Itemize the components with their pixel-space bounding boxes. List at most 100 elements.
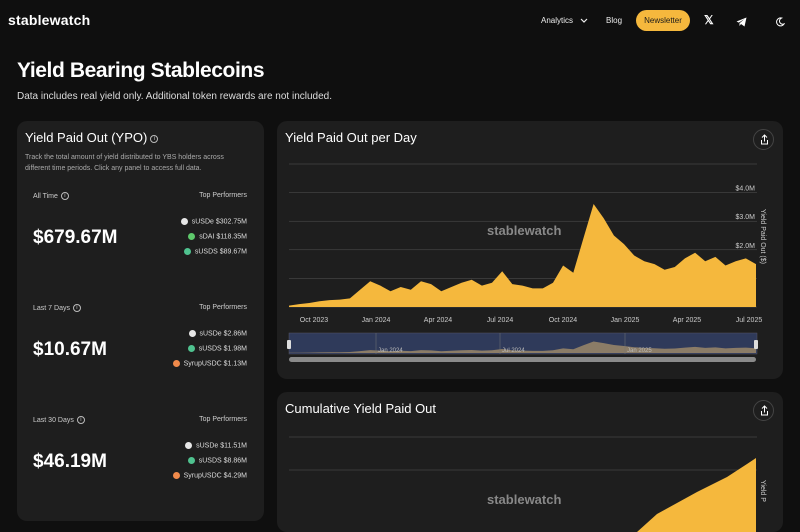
section-label-text: All Time [33, 192, 58, 200]
section-label: All Time i [33, 192, 69, 200]
y-tick-label: $2.0M [736, 243, 756, 250]
site-logo[interactable]: stablewatch [8, 12, 91, 28]
info-icon[interactable]: i [60, 192, 69, 200]
performer-amount: $89.67M [219, 248, 247, 256]
section-label-text: Last 30 Days [33, 416, 74, 424]
syrupusdc-coin-icon [172, 360, 180, 367]
sdai-coin-icon [188, 233, 196, 240]
y-axis-label: Yield P [759, 480, 766, 502]
navigator-tick-label: Jul 2024 [502, 348, 525, 354]
x-tick-label: Oct 2024 [549, 317, 578, 324]
x-tick-label: Apr 2025 [673, 317, 702, 324]
newsletter-button[interactable]: Newsletter [636, 10, 690, 31]
yield-per-day-chart[interactable]: stablewatch $2.0M $3.0M $4.0M Yield Paid O… [277, 121, 783, 379]
y-axis-label: Yield Paid Out ($) [759, 209, 766, 264]
performer-row: sUSDe $2.86M [188, 330, 247, 338]
x-tick-label: Jul 2024 [487, 317, 514, 324]
performer-amount: $1.13M [223, 360, 247, 368]
performer-amount: $11.51M [220, 442, 247, 450]
telegram-icon[interactable] [736, 14, 747, 32]
susde-coin-icon [188, 330, 196, 337]
ypo-section-all-time[interactable]: All Time i Top Performers $679.67M sUSDe … [17, 192, 264, 302]
navigator-series [289, 341, 756, 353]
section-label: Last 7 Days i [33, 304, 81, 312]
performer-amount: $302.75M [215, 218, 247, 226]
performer-amount: $8.86M [223, 457, 247, 465]
performer-row: SyrupUSDC $4.29M [172, 472, 247, 480]
performer-name: sUSDS [198, 457, 222, 465]
susde-coin-icon [185, 442, 193, 449]
section-label: Last 30 Days i [33, 416, 85, 424]
section-label-text: Last 7 Days [33, 304, 70, 312]
navigator-tick-label: Jan 2024 [378, 348, 403, 354]
y-tick-label: $4.0M [736, 186, 756, 193]
performer-amount: $4.29M [223, 472, 247, 480]
share-icon [761, 134, 768, 145]
performer-name: sDAI [199, 233, 215, 241]
x-tick-label: Oct 2023 [300, 317, 329, 324]
x-tick-label: Apr 2024 [424, 317, 453, 324]
chart-title: Cumulative Yield Paid Out [285, 401, 437, 416]
navigator-left-handle[interactable] [287, 340, 291, 349]
navigator-scrollbar[interactable] [289, 357, 756, 362]
top-performers-label: Top Performers [199, 416, 247, 423]
section-value: $10.67M [33, 339, 107, 360]
navigator-tick-label: Jan 2025 [627, 348, 652, 354]
info-icon[interactable]: i [72, 304, 81, 312]
performer-row: sUSDS $1.98M [187, 345, 247, 353]
ypo-title-text: Yield Paid Out (YPO) [25, 130, 148, 145]
performer-row: sUSDS $89.67M [183, 248, 247, 256]
performer-name: sUSDS [198, 345, 222, 353]
performer-row: sUSDe $11.51M [185, 442, 247, 449]
performer-amount: $118.35M [216, 233, 247, 241]
susds-coin-icon [183, 248, 191, 255]
top-nav: stablewatch Analytics Blog Newsletter 𝕏 [0, 0, 800, 42]
performer-name: sUSDS [194, 248, 218, 256]
ypo-section-last-30-days[interactable]: Last 30 Days i Top Performers $46.19M sUS… [17, 416, 264, 526]
performer-name: sUSDe [191, 218, 214, 226]
performer-name: SyrupUSDC [183, 360, 222, 368]
susds-coin-icon [187, 345, 195, 352]
x-tick-label: Jan 2025 [611, 317, 640, 324]
performer-name: SyrupUSDC [183, 472, 222, 480]
nav-blog-link[interactable]: Blog [606, 16, 623, 25]
yield-per-day-panel: Yield Paid Out per Day stablewatch $2.0M… [277, 121, 783, 379]
performer-row: SyrupUSDC $1.13M [172, 360, 247, 368]
section-value: $46.19M [33, 451, 107, 472]
chart-title: Yield Paid Out per Day [285, 130, 417, 145]
ypo-section-last-7-days[interactable]: Last 7 Days i Top Performers $10.67M sUSD… [17, 304, 264, 414]
section-value: $679.67M [33, 227, 118, 248]
moon-icon[interactable] [775, 14, 786, 32]
page-title: Yield Bearing Stablecoins [17, 59, 265, 82]
info-icon[interactable]: i [150, 134, 159, 143]
chart-watermark: stablewatch [487, 223, 561, 238]
top-performers-label: Top Performers [199, 192, 247, 199]
cumulative-area-series [637, 458, 756, 532]
nav-analytics-label: Analytics [541, 16, 574, 25]
top-performers-label: Top Performers [199, 304, 247, 311]
performer-row: sDAI $118.35M [188, 233, 247, 240]
navigator-right-handle[interactable] [754, 340, 758, 349]
cumulative-yield-chart[interactable]: stablewatch Yield P [277, 392, 783, 532]
ypo-title: Yield Paid Out (YPO) i [25, 130, 159, 145]
cumulative-yield-panel: Cumulative Yield Paid Out stablewatch Yi… [277, 392, 783, 532]
yield-area-series [289, 204, 756, 307]
x-tick-label: Jul 2025 [736, 317, 763, 324]
ypo-description: Track the total amount of yield distribu… [25, 154, 224, 172]
performer-row: sUSDe $302.75M [180, 218, 247, 226]
performer-amount: $2.86M [223, 330, 247, 338]
x-logo-icon[interactable]: 𝕏 [704, 13, 714, 27]
info-icon[interactable]: i [76, 416, 85, 424]
syrupusdc-coin-icon [172, 472, 180, 479]
y-tick-label: $3.0M [736, 214, 756, 221]
ypo-panel: Yield Paid Out (YPO) i Track the total am… [17, 121, 264, 521]
susde-coin-icon [180, 218, 188, 225]
share-icon [761, 405, 768, 416]
nav-analytics-menu[interactable]: Analytics [541, 16, 588, 25]
performer-name: sUSDe [196, 442, 219, 450]
performer-row: sUSDS $8.86M [187, 457, 247, 465]
share-button[interactable] [753, 129, 774, 150]
chevron-down-icon [580, 18, 588, 23]
performer-amount: $1.98M [223, 345, 247, 353]
share-button[interactable] [753, 400, 774, 421]
